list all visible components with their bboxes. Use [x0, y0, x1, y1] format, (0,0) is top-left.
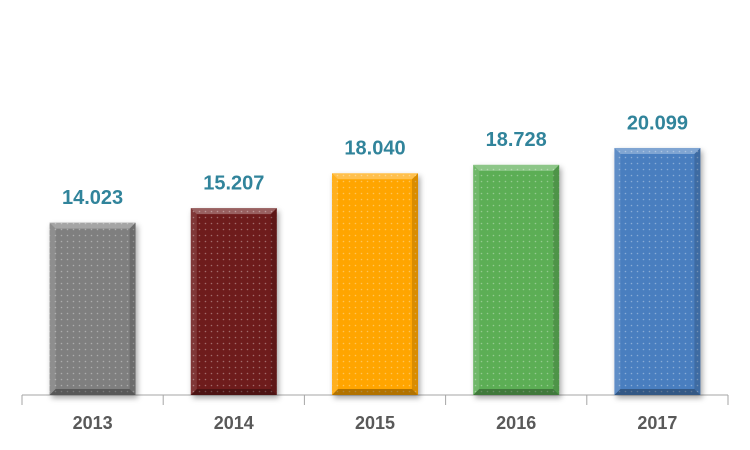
bar-bevel-top [473, 164, 560, 171]
x-tick-label: 2015 [355, 413, 395, 433]
value-label: 20.099 [627, 112, 688, 134]
bar-texture [332, 173, 418, 395]
x-tick-label: 2016 [496, 413, 536, 433]
bar-bevel-bottom [49, 389, 136, 395]
bar-bevel-top [49, 222, 136, 229]
bar-texture [473, 164, 560, 395]
bar-bevel-bottom [473, 389, 560, 395]
bar-bevel-top [190, 208, 277, 215]
bar-bevel-right [412, 173, 418, 395]
bar-bevel-top [332, 173, 418, 180]
bar-bevel-right [694, 147, 701, 395]
bar-bevel-top [614, 147, 701, 154]
value-label: 15.207 [203, 172, 264, 194]
value-label: 14.023 [62, 187, 123, 209]
bar-bevel-bottom [614, 389, 701, 395]
x-tick-label: 2017 [637, 413, 677, 433]
bar-bevel-left [49, 222, 56, 395]
x-tick-label: 2013 [73, 413, 113, 433]
bar-bevel-left [473, 164, 480, 395]
bar-bevel-left [190, 208, 197, 395]
bar-bevel-bottom [332, 389, 418, 395]
bar-texture [49, 222, 136, 395]
value-label: 18.040 [344, 138, 405, 160]
bar-bevel-bottom [190, 389, 277, 395]
bar-texture [614, 147, 701, 395]
bar-bevel-right [270, 208, 277, 395]
bar-texture [190, 208, 277, 395]
value-label: 18.728 [486, 129, 547, 151]
x-tick-label: 2014 [214, 413, 254, 433]
bar-bevel-left [614, 147, 621, 395]
bar-bevel-right [553, 164, 560, 395]
bar-bevel-left [332, 173, 338, 395]
bar-bevel-right [129, 222, 136, 395]
